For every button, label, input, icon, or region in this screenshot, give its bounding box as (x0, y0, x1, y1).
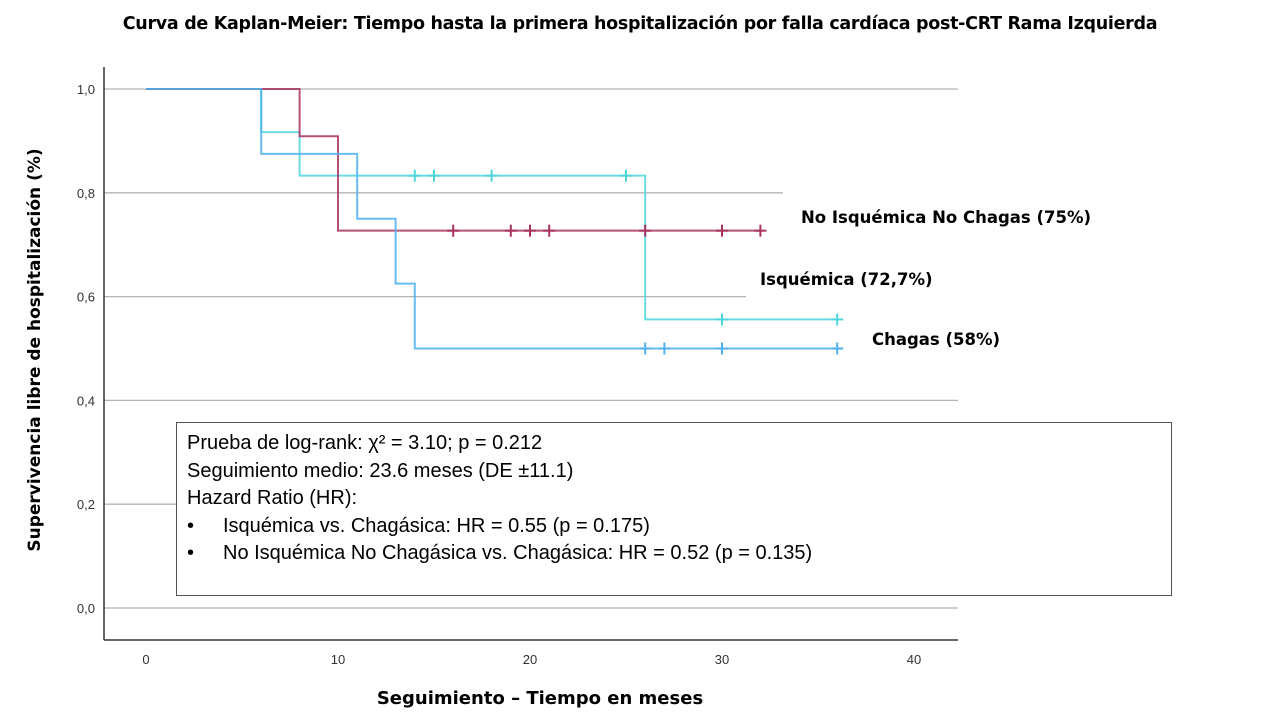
km-step-line (146, 88, 838, 321)
log-rank-text: Prueba de log-rank: χ² = 3.10; p = 0.212 (187, 432, 543, 454)
censor-mark (428, 169, 440, 182)
y-axis-label: Supervivencia libre de hospitalización (… (25, 148, 45, 551)
censor-mark (620, 169, 632, 182)
censor-mark (447, 224, 460, 237)
censor-mark (639, 342, 652, 355)
x-tick-label: 20 (523, 652, 537, 667)
censor-mark (485, 169, 498, 182)
km-curve-series (146, 88, 844, 355)
stats-annotation-box: Prueba de log-rank: χ² = 3.10; p = 0.212… (176, 422, 1172, 596)
x-tick-labels: 0 10 20 30 40 (142, 652, 921, 667)
chart-title: Curva de Kaplan-Meier: Tiempo hasta la p… (122, 14, 1158, 34)
bullet-icon: • (187, 514, 195, 537)
km-step-line (146, 88, 761, 232)
km-step-line (146, 88, 838, 350)
x-tick-label: 30 (715, 652, 729, 667)
bullet-icon: • (187, 542, 195, 564)
hr-isquemica-text: Isquémica vs. Chagásica: HR = 0.55 (p = … (223, 514, 650, 537)
survival-curves (146, 88, 844, 355)
censor-mark (524, 224, 536, 237)
censor-mark (831, 313, 844, 326)
y-tick-label: 0,6 (77, 290, 95, 305)
censor-mark (716, 313, 728, 326)
km-curve-series (146, 88, 844, 326)
censor-mark (831, 342, 844, 355)
y-tick-label: 0,2 (77, 497, 95, 512)
y-tick-label: 1,0 (77, 82, 95, 97)
series-label-isquemica: Isquémica (72,7%) (760, 270, 933, 289)
censor-mark (639, 224, 652, 237)
series-label-no-isquemica: No Isquémica No Chagas (75%) (801, 208, 1092, 227)
x-tick-label: 0 (142, 652, 149, 667)
hazard-ratio-heading: Hazard Ratio (HR): (187, 487, 358, 509)
censor-mark (658, 342, 671, 355)
hr-bullet-isquemica: • Isquémica vs. Chagásica: HR = 0.55 (p =… (187, 513, 1161, 541)
y-tick-label: 0,8 (77, 186, 95, 201)
gridlines (104, 88, 958, 609)
x-tick-label: 10 (331, 652, 345, 667)
series-label-chagas: Chagas (58%) (872, 330, 1001, 349)
censor-mark (504, 224, 517, 237)
censor-mark (716, 224, 728, 237)
km-curve-series (146, 88, 767, 237)
hr-bullet-no-isquemica: • No Isquémica No Chagásica vs. Chagásica… (187, 540, 1161, 568)
axes (103, 67, 958, 641)
censor-mark (716, 342, 728, 355)
y-tick-label: 0,4 (77, 393, 95, 408)
x-axis-label: Seguimiento – Tiempo en meses (376, 688, 704, 709)
censor-mark (408, 169, 421, 182)
y-tick-label: 0,0 (77, 601, 95, 616)
y-tick-labels: 0,0 0,2 0,4 0,6 0,8 1,0 (77, 82, 95, 616)
censor-mark (754, 224, 767, 237)
hr-no-isquemica-text: No Isquémica No Chagásica vs. Chagásica:… (223, 542, 813, 564)
follow-up-text: Seguimiento medio: 23.6 meses (DE ±11.1) (187, 459, 574, 482)
x-tick-label: 40 (907, 652, 921, 667)
censor-mark (543, 224, 556, 237)
